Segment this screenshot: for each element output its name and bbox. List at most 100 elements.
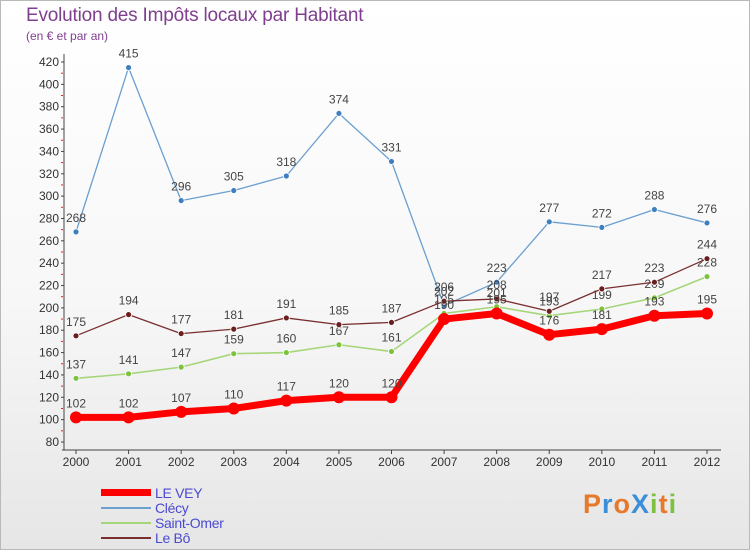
data-label: 331: [381, 140, 401, 154]
x-tick-label: 2011: [642, 455, 668, 469]
legend-label: Clécy: [155, 499, 189, 516]
data-label: 137: [66, 357, 86, 371]
data-point: [280, 394, 293, 407]
data-label: 223: [644, 261, 664, 275]
data-label: 117: [277, 380, 296, 394]
data-label: 167: [329, 324, 349, 338]
data-label: 181: [224, 308, 244, 322]
brand-logo: ProXiti: [583, 489, 678, 519]
data-label: 181: [592, 308, 612, 322]
data-label: 195: [487, 292, 507, 306]
x-tick-label: 2003: [220, 455, 247, 469]
data-label: 107: [171, 391, 191, 405]
data-point: [70, 411, 82, 424]
data-label: 102: [119, 396, 139, 410]
data-label: 277: [539, 201, 559, 215]
x-tick-label: 2010: [588, 455, 615, 469]
data-point: [177, 363, 185, 371]
data-label: 177: [171, 313, 191, 327]
x-tick-label: 2004: [273, 455, 300, 469]
data-point: [230, 325, 238, 333]
data-point: [598, 224, 606, 231]
data-point: [177, 197, 185, 204]
data-point: [703, 273, 711, 280]
legend-label: LE VEY: [155, 484, 203, 501]
data-label: 208: [487, 278, 507, 292]
data-label: 161: [381, 330, 401, 344]
data-point: [388, 348, 395, 355]
y-tick-label: 340: [39, 144, 59, 158]
data-label: 102: [66, 396, 86, 410]
data-label: 202: [434, 285, 454, 299]
data-point: [72, 332, 80, 340]
legend-item: Saint-Omer: [101, 514, 224, 531]
data-label: 217: [592, 268, 612, 282]
y-tick-label: 100: [39, 413, 59, 427]
data-point: [651, 294, 658, 302]
legend-label: Saint-Omer: [155, 514, 224, 531]
data-label: 272: [592, 206, 612, 220]
legend: LE VEY Clécy Saint-Omer Le Bô: [101, 484, 224, 546]
legend-item: LE VEY: [101, 484, 224, 501]
y-tick-label: 320: [39, 167, 59, 181]
data-point: [227, 402, 240, 415]
legend-swatch: [101, 489, 151, 496]
y-tick-label: 160: [39, 346, 59, 360]
data-label: 110: [224, 387, 243, 401]
x-tick-label: 2007: [431, 455, 458, 469]
data-point: [72, 228, 80, 236]
chart-title: Evolution des Impôts locaux par Habitant: [26, 5, 364, 26]
y-tick-label: 400: [39, 77, 59, 91]
y-tick-label: 380: [39, 100, 59, 114]
data-point: [438, 313, 451, 326]
y-tick-label: 140: [39, 368, 59, 382]
data-point: [388, 158, 395, 165]
y-tick-label: 300: [39, 189, 59, 203]
data-label: 276: [697, 202, 717, 216]
data-label: 185: [329, 304, 349, 318]
data-point: [175, 405, 188, 418]
data-label: 120: [381, 376, 401, 390]
data-point: [493, 278, 501, 286]
legend-swatch: [101, 506, 151, 509]
data-point: [332, 391, 345, 404]
data-point: [545, 218, 553, 226]
data-point: [335, 110, 343, 117]
data-point: [125, 311, 132, 318]
data-point: [335, 341, 343, 349]
data-point: [125, 64, 132, 71]
data-label: 305: [224, 170, 244, 184]
data-point: [651, 278, 658, 286]
data-label: 175: [66, 315, 86, 329]
y-tick-label: 280: [39, 211, 59, 225]
chart-subtitle: (en € et par an): [26, 29, 109, 43]
data-label: 194: [119, 294, 139, 308]
data-label: 187: [381, 301, 401, 315]
x-tick-label: 2000: [63, 455, 90, 469]
y-tick-label: 200: [39, 301, 59, 315]
y-tick-label: 420: [39, 55, 59, 69]
data-point: [543, 328, 556, 341]
data-label: 176: [539, 314, 559, 328]
data-point: [335, 321, 343, 329]
data-label: 147: [171, 346, 191, 360]
legend-swatch: [101, 536, 151, 539]
data-label: 141: [119, 353, 139, 367]
data-point: [490, 307, 503, 320]
data-point: [282, 172, 290, 180]
data-point: [385, 391, 398, 404]
data-point: [493, 295, 501, 303]
data-label: 193: [644, 295, 664, 309]
y-tick-label: 260: [39, 234, 59, 248]
data-point: [282, 349, 290, 356]
y-tick-label: 220: [39, 279, 59, 293]
data-point: [122, 411, 135, 424]
y-tick-label: 120: [39, 390, 59, 404]
x-tick-label: 2012: [694, 455, 721, 469]
data-point: [282, 314, 290, 322]
data-point: [230, 350, 238, 358]
data-point: [230, 187, 238, 194]
data-label: 296: [171, 180, 191, 194]
